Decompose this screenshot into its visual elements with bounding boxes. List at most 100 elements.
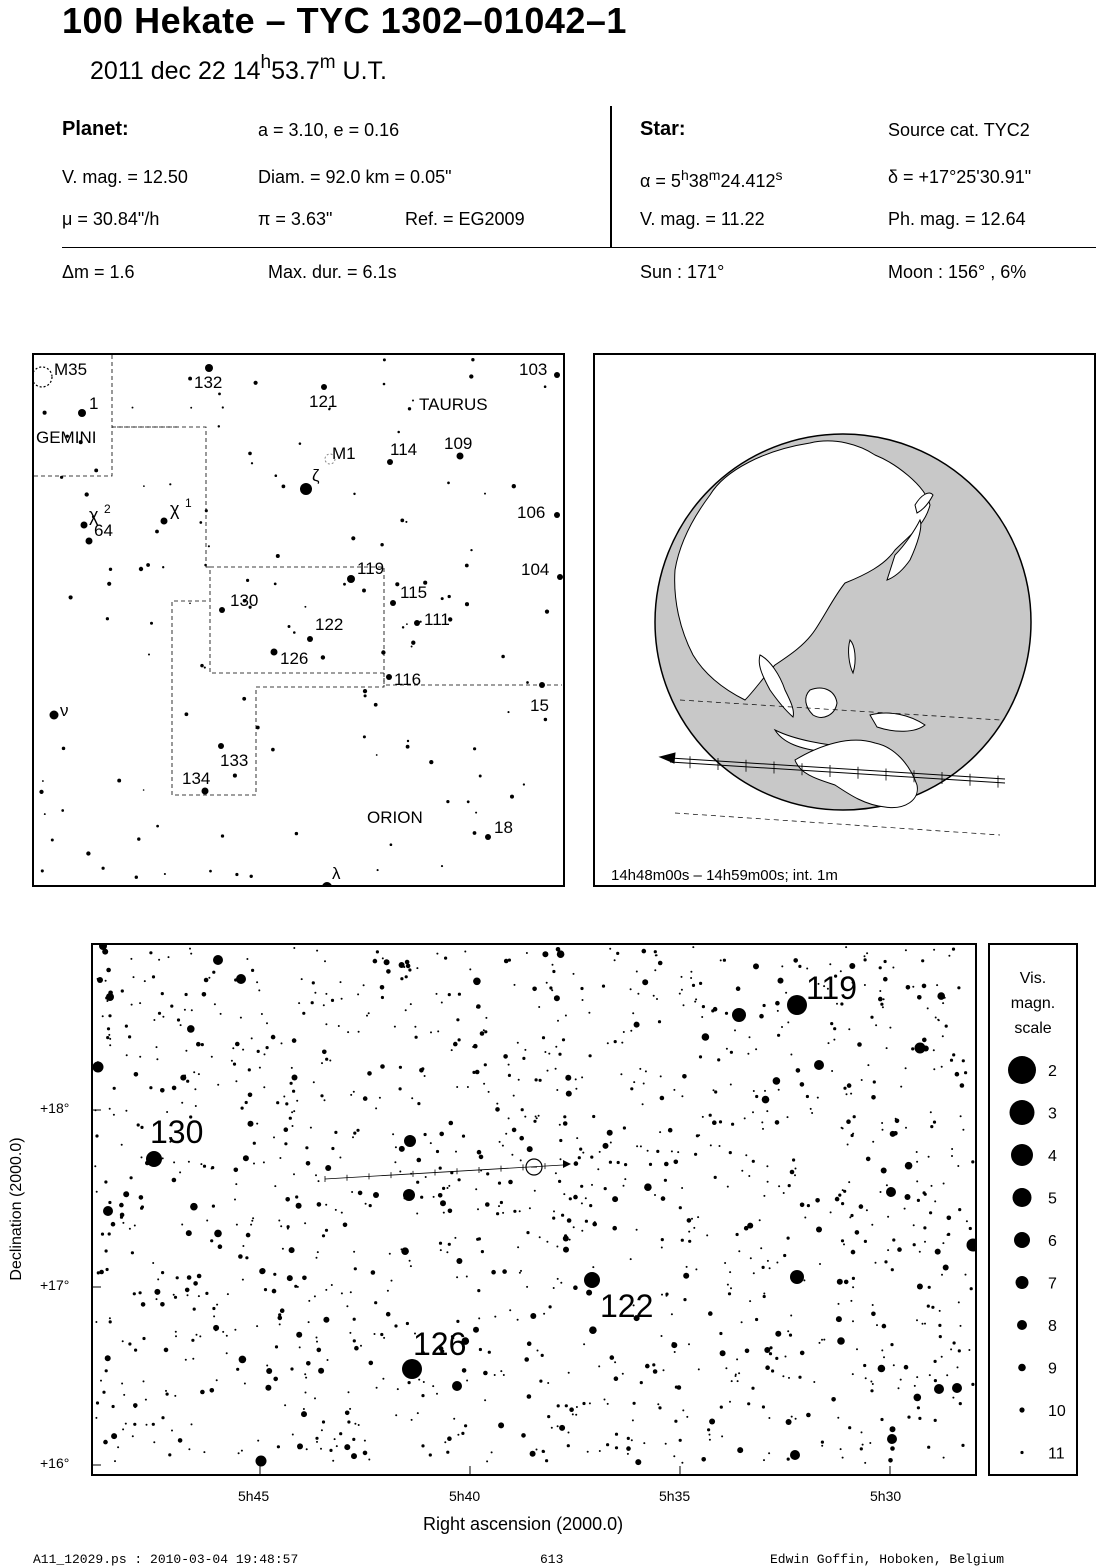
field-star	[356, 1128, 360, 1132]
field-star	[598, 1150, 601, 1153]
field-star	[120, 989, 124, 993]
finder-star	[362, 688, 368, 694]
field-star	[584, 1197, 587, 1200]
field-star	[831, 1397, 836, 1402]
field-star	[444, 1441, 447, 1444]
finder-star	[201, 787, 209, 795]
field-star	[373, 1192, 379, 1198]
field-star	[325, 1203, 328, 1206]
label-104: 104	[521, 560, 549, 579]
field-star	[834, 1196, 840, 1202]
field-star	[729, 1050, 734, 1054]
field-star	[293, 1110, 296, 1113]
finder-star	[204, 509, 208, 513]
field-star	[437, 1193, 443, 1198]
field-star	[950, 1348, 953, 1351]
field-star	[332, 1459, 335, 1462]
field-star	[189, 1115, 193, 1119]
field-star	[165, 1392, 169, 1396]
field-star	[806, 1204, 811, 1208]
field-star	[416, 1180, 420, 1184]
finder-star	[526, 681, 529, 684]
field-star	[257, 1439, 260, 1442]
field-star	[933, 1379, 938, 1383]
legend-mag-label: 10	[1048, 1403, 1066, 1420]
field-star	[171, 1177, 177, 1183]
field-star	[863, 1363, 867, 1368]
field-star	[609, 1141, 612, 1144]
field-star	[450, 1335, 455, 1339]
finder-star	[190, 406, 193, 409]
field-star	[375, 950, 379, 954]
field-star	[325, 992, 328, 995]
ra-m: m	[708, 167, 721, 183]
field-star	[849, 1216, 852, 1219]
finder-star	[235, 872, 239, 877]
finder-star	[86, 851, 91, 856]
field-star	[889, 1026, 892, 1029]
finder-star	[189, 602, 191, 605]
field-star	[205, 1291, 209, 1295]
field-star	[503, 958, 509, 964]
field-star	[352, 1317, 356, 1321]
field-star	[573, 1194, 578, 1200]
label-111: 111	[424, 610, 450, 629]
finder-star	[205, 364, 213, 372]
field-star	[219, 1012, 222, 1015]
field-star	[708, 1113, 712, 1117]
field-star	[378, 1096, 381, 1099]
field-star	[538, 1236, 541, 1239]
field-star	[798, 964, 802, 968]
finder-star	[351, 536, 356, 541]
field-star	[566, 1218, 572, 1223]
field-star	[633, 1081, 636, 1084]
field-star	[603, 1187, 607, 1191]
field-star	[579, 1147, 583, 1151]
field-star	[613, 1376, 619, 1381]
finder-star	[188, 376, 193, 381]
field-star	[839, 970, 842, 973]
field-star	[95, 1321, 98, 1323]
field-star	[283, 1095, 286, 1098]
field-star	[156, 1058, 159, 1061]
finder-star	[320, 655, 326, 660]
field-star	[892, 966, 895, 969]
field-star	[108, 1107, 111, 1110]
field-star	[339, 1432, 343, 1436]
finder-star	[203, 666, 206, 669]
field-star	[296, 1285, 299, 1288]
field-star	[380, 1332, 384, 1337]
field-star	[446, 1187, 449, 1189]
field-star	[370, 1270, 376, 1275]
field-star	[656, 998, 658, 1000]
field-star	[612, 1225, 617, 1231]
field-star	[94, 1165, 97, 1168]
field-star	[635, 1228, 638, 1231]
field-star	[306, 1361, 311, 1366]
field-star	[153, 1019, 156, 1021]
xtick-5h45: 5h45	[238, 1488, 270, 1504]
field-star	[752, 1272, 755, 1275]
field-star	[222, 1330, 225, 1333]
field-star	[558, 1179, 562, 1183]
field-star	[777, 977, 784, 984]
field-star	[300, 978, 303, 981]
field-star	[180, 1074, 187, 1081]
field-star	[712, 1120, 717, 1125]
field-star	[193, 1071, 196, 1074]
field-star	[841, 1202, 845, 1206]
field-star	[122, 1221, 125, 1224]
field-star	[642, 1082, 645, 1085]
field-star	[279, 1308, 285, 1313]
field-star	[240, 1106, 244, 1110]
field-star	[951, 947, 956, 951]
field-star	[834, 974, 838, 978]
field-star	[722, 958, 727, 962]
field-star	[553, 995, 560, 1002]
field-star	[626, 1446, 631, 1451]
field-star	[556, 1425, 559, 1428]
field-star	[929, 1211, 933, 1215]
field-star	[469, 968, 472, 971]
field-star	[942, 1002, 945, 1005]
field-star	[803, 1279, 806, 1282]
